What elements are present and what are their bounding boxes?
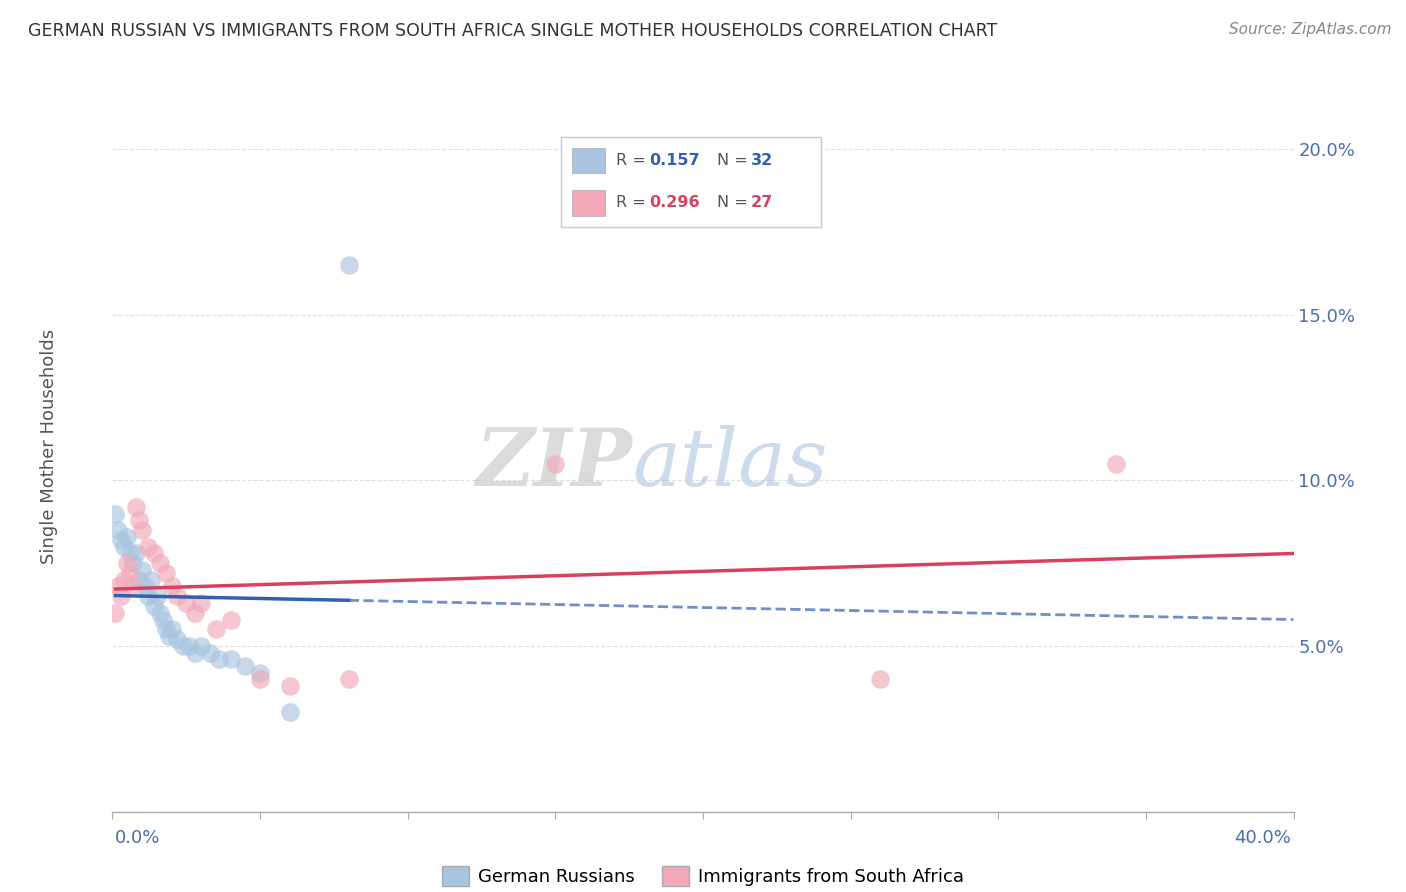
Point	[149, 556, 172, 570]
Point	[120, 566, 142, 581]
Point	[179, 639, 201, 653]
Point	[219, 652, 242, 666]
FancyBboxPatch shape	[572, 148, 606, 173]
Point	[198, 646, 221, 660]
Point	[128, 513, 150, 527]
Point	[107, 523, 129, 537]
Point	[184, 646, 207, 660]
Point	[205, 623, 228, 637]
Point	[249, 665, 271, 680]
Point	[112, 573, 135, 587]
Text: 0.0%: 0.0%	[115, 829, 160, 847]
Point	[131, 523, 153, 537]
Point	[278, 679, 301, 693]
Point	[146, 590, 169, 604]
Text: R =: R =	[616, 153, 651, 168]
Text: 0.157: 0.157	[650, 153, 700, 168]
Point	[152, 613, 174, 627]
Point	[249, 672, 271, 686]
Point	[128, 573, 150, 587]
Text: N =: N =	[717, 153, 754, 168]
Point	[136, 540, 159, 554]
Point	[1105, 457, 1128, 471]
Point	[110, 590, 132, 604]
Point	[134, 579, 156, 593]
Point	[125, 546, 148, 560]
Text: 0.296: 0.296	[650, 195, 700, 211]
Point	[337, 258, 360, 272]
Text: 27: 27	[751, 195, 773, 211]
Point	[184, 606, 207, 620]
Point	[122, 556, 145, 570]
Text: atlas: atlas	[633, 425, 828, 502]
Point	[160, 623, 183, 637]
Point	[166, 632, 188, 647]
Point	[110, 533, 132, 547]
Point	[172, 639, 194, 653]
Point	[190, 596, 212, 610]
Point	[869, 672, 891, 686]
Point	[233, 659, 256, 673]
Point	[120, 546, 142, 560]
FancyBboxPatch shape	[572, 190, 606, 216]
Point	[155, 566, 177, 581]
Text: 40.0%: 40.0%	[1234, 829, 1291, 847]
Text: 32: 32	[751, 153, 773, 168]
Point	[142, 599, 165, 614]
Text: R =: R =	[616, 195, 651, 211]
Point	[122, 579, 145, 593]
Point	[104, 507, 127, 521]
Point	[104, 606, 127, 620]
Point	[166, 590, 188, 604]
Point	[131, 563, 153, 577]
Point	[125, 500, 148, 514]
Point	[139, 573, 162, 587]
Point	[157, 629, 180, 643]
Text: GERMAN RUSSIAN VS IMMIGRANTS FROM SOUTH AFRICA SINGLE MOTHER HOUSEHOLDS CORRELAT: GERMAN RUSSIAN VS IMMIGRANTS FROM SOUTH …	[28, 22, 997, 40]
Legend: German Russians, Immigrants from South Africa: German Russians, Immigrants from South A…	[434, 859, 972, 892]
Text: Single Mother Households: Single Mother Households	[41, 328, 58, 564]
Point	[219, 613, 242, 627]
Point	[544, 457, 567, 471]
Point	[337, 672, 360, 686]
Point	[190, 639, 212, 653]
Point	[208, 652, 231, 666]
Point	[149, 606, 172, 620]
Point	[107, 579, 129, 593]
Text: Source: ZipAtlas.com: Source: ZipAtlas.com	[1229, 22, 1392, 37]
Point	[160, 579, 183, 593]
Point	[136, 590, 159, 604]
Point	[112, 540, 135, 554]
Point	[117, 530, 138, 544]
Point	[117, 556, 138, 570]
Text: ZIP: ZIP	[475, 425, 633, 502]
Point	[174, 596, 197, 610]
Text: N =: N =	[717, 195, 754, 211]
Point	[142, 546, 165, 560]
Point	[155, 623, 177, 637]
Point	[278, 706, 301, 720]
